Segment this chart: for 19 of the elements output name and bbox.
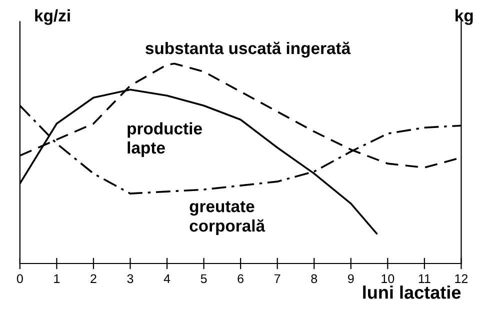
x-tick-label: 2 <box>90 274 96 283</box>
x-tick-label: 0 <box>16 274 23 284</box>
y2-axis-title: kg <box>456 9 473 25</box>
x-tick-label: 11 <box>418 274 430 283</box>
series-label: substanta uscată ingerată <box>146 42 351 58</box>
x-tick-label: 7 <box>274 274 280 283</box>
x-tick-label: 1 <box>54 274 60 283</box>
x-tick-label: 9 <box>348 274 354 284</box>
series-label: productie lapte <box>128 122 202 157</box>
x-axis-title: luni lactatie <box>363 286 461 299</box>
x-tick-label: 3 <box>127 274 134 284</box>
x-tick-label: 8 <box>311 274 318 284</box>
x-tick-label: 12 <box>455 274 468 283</box>
y-axis-title: kg/zi <box>35 9 70 25</box>
x-tick-label: 4 <box>164 274 170 283</box>
x-tick-label: 10 <box>382 274 394 284</box>
x-tick-label: 5 <box>200 274 207 284</box>
series-label: greutate corporală <box>190 201 266 235</box>
x-tick-label: 6 <box>238 274 244 284</box>
